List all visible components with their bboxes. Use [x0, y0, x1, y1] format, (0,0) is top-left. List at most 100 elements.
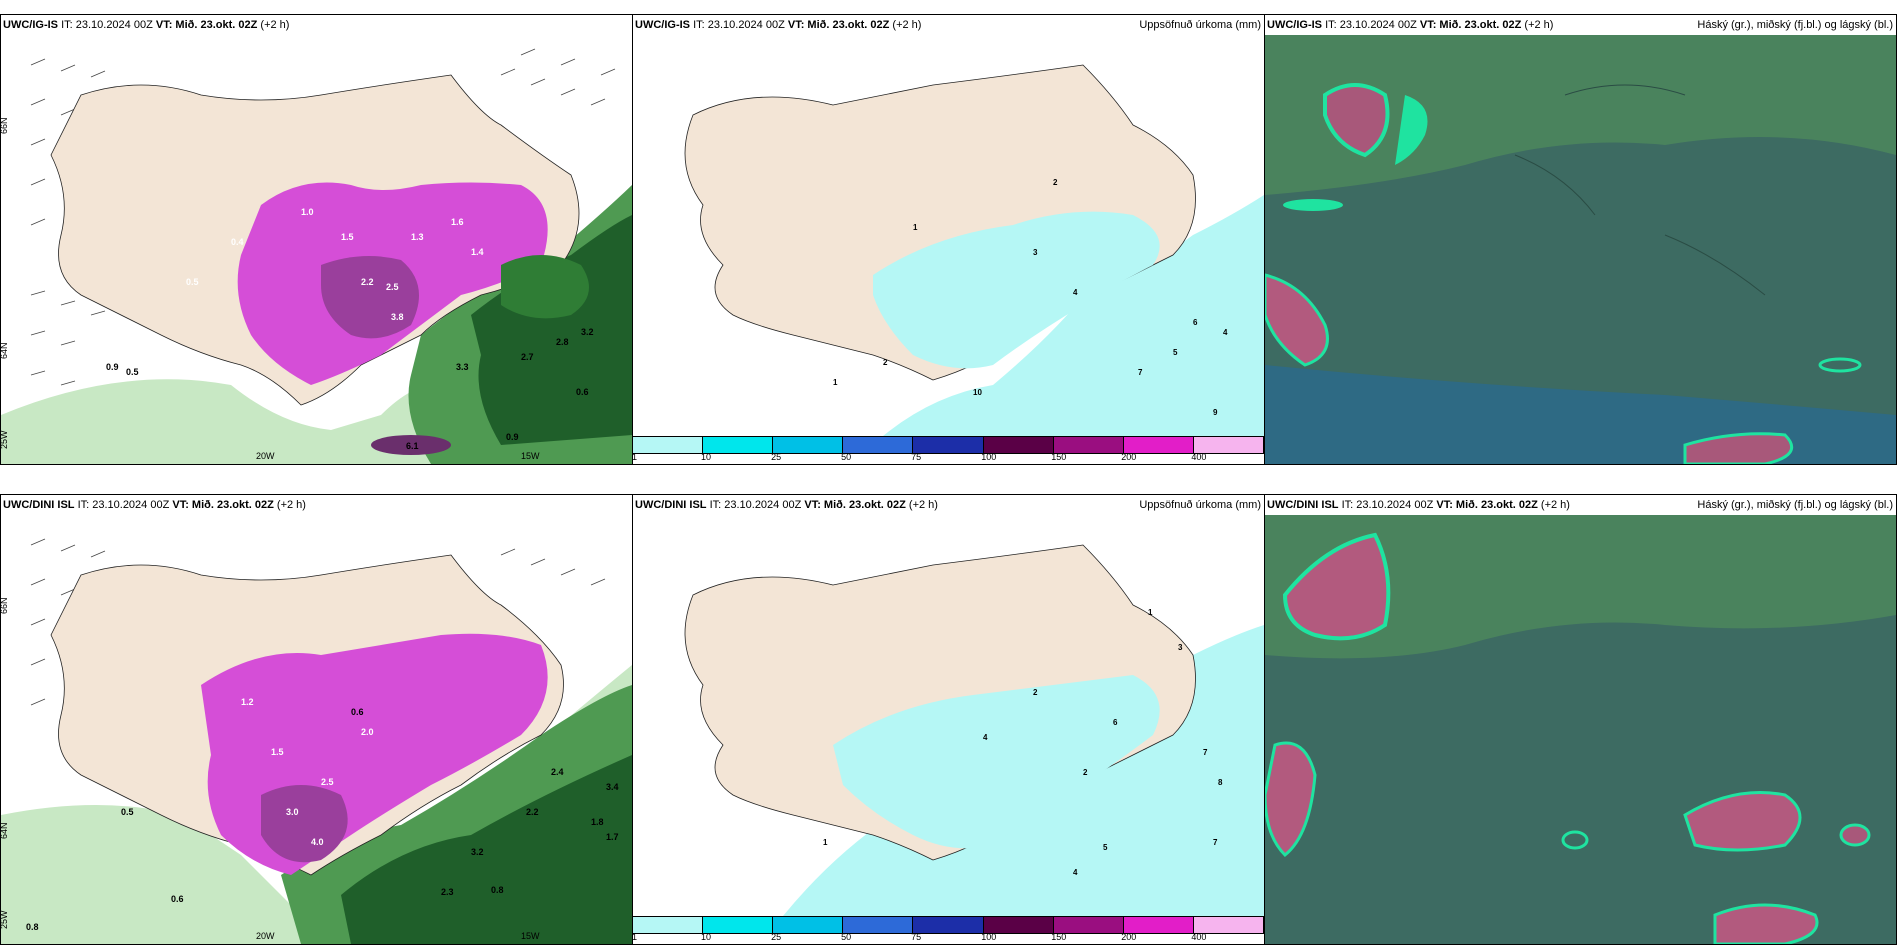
legend-swatch [633, 917, 704, 933]
legend-tick: 400 [1191, 452, 1207, 462]
init-time: IT: 23.10.2024 00Z [61, 19, 153, 31]
value-label: 3.2 [581, 327, 594, 337]
panel-top-left: UWC/IG-IS IT: 23.10.2024 00Z VT: Mið. 23… [0, 14, 633, 465]
value-label: 2.2 [526, 807, 539, 817]
legend-swatch [703, 437, 774, 453]
value-label: 1.3 [411, 232, 424, 242]
panel-header: UWC/IG-IS IT: 23.10.2024 00Z VT: Mið. 23… [1, 15, 632, 35]
model-name: UWC/IG-IS [3, 19, 58, 31]
legend-swatch [983, 917, 1054, 933]
field-title: Uppsöfnuð úrkoma (mm) [1139, 19, 1261, 31]
lat-label: 66N [1, 117, 9, 134]
init-time: IT: 23.10.2024 00Z [1325, 19, 1417, 31]
valid-label: VT: [787, 19, 805, 31]
value-label: 3.3 [456, 362, 469, 372]
lead-time: (+2 h) [892, 19, 922, 31]
init-time: IT: 23.10.2024 00Z [709, 499, 802, 511]
value-label: 6.1 [406, 441, 419, 451]
value-label: 2.5 [386, 282, 399, 292]
value-label: 5 [1103, 843, 1108, 852]
field-title: Háský (gr.), miðský (fj.bl.) og lágský (… [1697, 19, 1893, 31]
lat-label: 64N [1, 822, 9, 839]
legend-tick: 100 [981, 932, 997, 942]
legend-tick: 400 [1191, 932, 1207, 942]
value-label: 1.6 [451, 217, 464, 227]
valid-label: VT: [155, 19, 173, 31]
value-label: 1.2 [241, 697, 254, 707]
precip-legend: 1 10 25 50 75 100 150 200 400 [633, 436, 1264, 462]
lat-label: 64N [1, 342, 9, 359]
panel-header: UWC/IG-IS IT: 23.10.2024 00Z VT: Mið. 23… [1265, 15, 1896, 35]
value-label: 0.8 [26, 922, 39, 932]
valid-time: Mið. 23.okt. 02Z [1455, 499, 1538, 511]
model-name: UWC/DINI ISL [1267, 499, 1339, 511]
value-label: 1.5 [341, 232, 354, 242]
value-label: 0.8 [491, 885, 504, 895]
legend-ticks: 1 10 25 50 75 100 150 200 400 [633, 452, 1264, 462]
valid-time: Mið. 23.okt. 02Z [823, 499, 906, 511]
panel-top-middle: UWC/IG-IS IT: 23.10.2024 00Z VT: Mið. 23… [632, 14, 1265, 465]
legend-tick: 200 [1121, 932, 1137, 942]
valid-time: Mið. 23.okt. 02Z [191, 499, 274, 511]
value-label: 2 [883, 358, 888, 367]
legend-tick: 1 [632, 452, 638, 462]
value-label: 3 [1178, 643, 1183, 652]
panel-header: UWC/IG-IS IT: 23.10.2024 00Z VT: Mið. 23… [633, 15, 1264, 35]
valid-label: VT: [1436, 499, 1453, 511]
value-label: 1 [823, 838, 828, 847]
value-label: 2 [1033, 688, 1038, 697]
valid-label: VT: [1419, 19, 1437, 31]
value-label: 3.2 [471, 847, 484, 857]
value-label: 6 [1193, 318, 1198, 327]
lon-label: 25W [1, 910, 9, 929]
value-label: 0.9 [506, 432, 519, 442]
field-title: Háský (gr.), miðský (fj.bl.) og lágský (… [1697, 499, 1893, 511]
panel-bottom-right: UWC/DINI ISL IT: 23.10.2024 00Z VT: Mið.… [1264, 494, 1897, 945]
legend-tick: 75 [911, 452, 922, 462]
value-label: 6 [1113, 718, 1118, 727]
legend-tick: 50 [841, 452, 852, 462]
value-label: 0.6 [576, 387, 589, 397]
value-label: 2.2 [361, 277, 374, 287]
value-label: 0.4 [231, 237, 244, 247]
legend-tick: 200 [1121, 452, 1137, 462]
legend-swatch [1123, 437, 1194, 453]
value-label: 1 [1148, 608, 1153, 617]
value-label: 4.0 [311, 837, 324, 847]
panel-bottom-middle: UWC/DINI ISL IT: 23.10.2024 00Z VT: Mið.… [632, 494, 1265, 945]
legend-ticks: 1 10 25 50 75 100 150 200 400 [633, 932, 1264, 942]
legend-swatch [983, 437, 1054, 453]
valid-label: VT: [804, 499, 821, 511]
value-label: 0.6 [351, 707, 364, 717]
value-label: 9 [1213, 408, 1218, 417]
cloud-cover-map [1265, 35, 1896, 464]
legend-tick: 25 [771, 932, 782, 942]
legend-swatch [913, 917, 984, 933]
value-label: 10 [973, 388, 982, 397]
panel-top-right: UWC/IG-IS IT: 23.10.2024 00Z VT: Mið. 23… [1264, 14, 1897, 465]
legend-tick: 10 [701, 452, 712, 462]
init-time: IT: 23.10.2024 00Z [693, 19, 785, 31]
value-label: 2.8 [556, 337, 569, 347]
value-label: 1 [833, 378, 838, 387]
field-title: Uppsöfnuð úrkoma (mm) [1139, 499, 1261, 511]
value-label: 0.5 [126, 367, 139, 377]
lead-time: (+2 h) [1540, 499, 1570, 511]
wind-precip-map: 1.2 1.5 2.0 2.5 3.0 4.0 0.6 0.5 0.8 2.4 … [1, 515, 632, 944]
legend-tick: 10 [701, 932, 712, 942]
value-label: 1 [913, 223, 918, 232]
legend-tick: 50 [841, 932, 852, 942]
value-label: 0.9 [106, 362, 119, 372]
legend-tick: 100 [981, 452, 997, 462]
cloud-cover-map [1265, 515, 1896, 944]
legend-swatch [633, 437, 704, 453]
lon-label: 25W [1, 430, 9, 449]
lon-label: 20W [256, 451, 275, 461]
value-label: 1.0 [301, 207, 314, 217]
legend-tick: 75 [911, 932, 922, 942]
init-time: IT: 23.10.2024 00Z [77, 499, 170, 511]
legend-tick: 25 [771, 452, 782, 462]
value-label: 3.4 [606, 782, 619, 792]
precip-colorbar [633, 436, 1264, 454]
legend-swatch [1193, 917, 1264, 933]
